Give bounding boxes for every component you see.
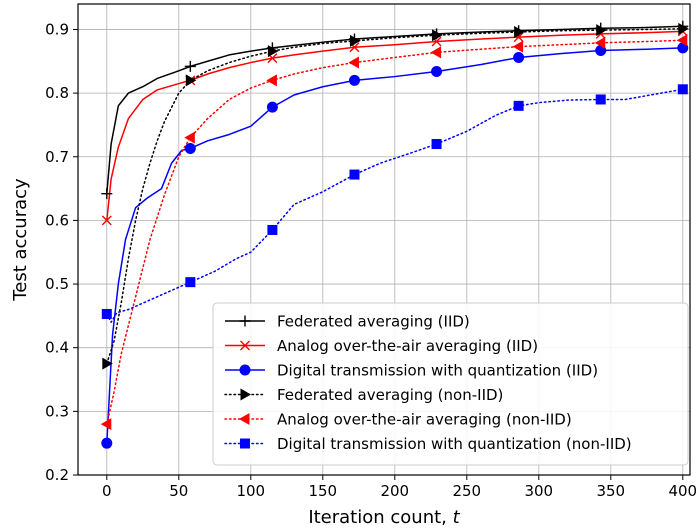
x-axis-title-variable: t bbox=[453, 507, 461, 528]
series-6-marker bbox=[349, 169, 360, 180]
y-tick-label: 0.5 bbox=[45, 275, 69, 293]
y-tick-label: 0.7 bbox=[45, 148, 69, 166]
series-4-marker bbox=[185, 74, 197, 87]
series-4-marker bbox=[514, 26, 525, 39]
x-tick-label: 150 bbox=[308, 482, 337, 500]
y-axis-title: Test accuracy bbox=[10, 178, 31, 302]
series-markers bbox=[100, 20, 689, 449]
series-3-marker bbox=[431, 65, 443, 77]
x-tick-label: 0 bbox=[102, 482, 112, 500]
x-tick-label: 250 bbox=[452, 482, 481, 500]
legend-marker-4 bbox=[240, 388, 251, 401]
x-axis-title: Iteration count, t bbox=[308, 507, 460, 528]
series-2-marker bbox=[101, 215, 112, 226]
legend-label-4: Federated averaging (non-IID) bbox=[277, 386, 503, 404]
series-6-marker bbox=[513, 100, 524, 111]
series-3-marker bbox=[101, 437, 113, 449]
legend-marker-6 bbox=[240, 438, 250, 449]
y-tick-label: 0.3 bbox=[45, 402, 69, 420]
series-5-marker bbox=[184, 131, 195, 144]
y-tick-label: 0.8 bbox=[45, 84, 69, 102]
series-4-marker bbox=[432, 29, 443, 42]
grid bbox=[78, 4, 690, 476]
series-5-marker bbox=[676, 34, 688, 47]
series-line-6 bbox=[106, 88, 684, 323]
x-axis-title-text: Iteration count, bbox=[308, 507, 452, 528]
x-tick-label: 50 bbox=[169, 482, 188, 500]
series-3-marker bbox=[513, 51, 525, 63]
legend-marker-1 bbox=[239, 315, 251, 327]
y-tick-label: 0.6 bbox=[45, 211, 69, 229]
series-6-marker bbox=[101, 308, 112, 319]
x-tick-label: 100 bbox=[236, 482, 265, 500]
legend-marker-3 bbox=[239, 364, 251, 376]
series-4-marker bbox=[678, 22, 689, 35]
x-tick-label: 300 bbox=[524, 482, 553, 500]
series-5-marker bbox=[430, 46, 442, 59]
series-3-marker bbox=[348, 74, 360, 86]
series-1-marker bbox=[101, 188, 113, 200]
legend-label-6: Digital transmission with quantization (… bbox=[277, 435, 632, 453]
series-6-marker bbox=[185, 277, 196, 288]
series-6-marker bbox=[677, 84, 688, 95]
axis-ticks: 0 50 100 150 200 250 300 350 400 0.2 0.3 0.4 0.5 0.6 0… bbox=[45, 20, 696, 500]
series-6-marker bbox=[267, 224, 278, 235]
legend-marker-5 bbox=[239, 413, 250, 425]
series-1-marker bbox=[184, 60, 196, 72]
series-4-marker bbox=[349, 34, 361, 47]
y-tick-label: 0.2 bbox=[45, 466, 69, 484]
series-3-marker bbox=[184, 142, 196, 154]
x-tick-label: 400 bbox=[668, 482, 696, 500]
y-tick-label: 0.4 bbox=[45, 339, 69, 357]
x-tick-label: 350 bbox=[596, 482, 625, 500]
y-tick-label: 0.9 bbox=[45, 20, 69, 38]
x-tick-label: 200 bbox=[380, 482, 409, 500]
series-5-marker bbox=[348, 56, 359, 69]
series-6-marker bbox=[431, 139, 442, 150]
series-4-marker bbox=[596, 24, 607, 37]
legend-box bbox=[212, 302, 689, 466]
series-5-marker bbox=[100, 418, 112, 431]
legend-marker-2 bbox=[240, 340, 250, 351]
series-4-marker bbox=[102, 357, 113, 370]
series-line-4 bbox=[106, 28, 684, 365]
series-5-marker bbox=[594, 36, 606, 49]
series-5-marker bbox=[266, 74, 277, 87]
legend-label-1: Federated averaging (IID) bbox=[277, 313, 470, 331]
series-5-marker bbox=[512, 40, 524, 53]
series-3-marker bbox=[266, 101, 278, 113]
series-4-marker bbox=[267, 45, 279, 58]
plot-frame bbox=[77, 3, 691, 476]
legend-label-2: Analog over-the-air averaging (IID) bbox=[277, 337, 538, 355]
legend: Federated averaging (IID) Analog over-the… bbox=[212, 302, 689, 466]
series-6-marker bbox=[595, 94, 606, 105]
legend-label-3: Digital transmission with quantization (… bbox=[277, 362, 598, 380]
legend-label-5: Analog over-the-air averaging (non-IID) bbox=[277, 411, 572, 429]
